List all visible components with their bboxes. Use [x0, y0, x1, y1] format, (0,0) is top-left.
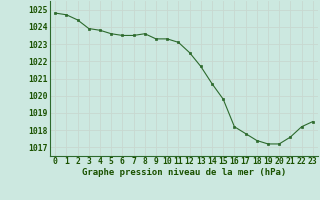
- X-axis label: Graphe pression niveau de la mer (hPa): Graphe pression niveau de la mer (hPa): [82, 168, 286, 177]
